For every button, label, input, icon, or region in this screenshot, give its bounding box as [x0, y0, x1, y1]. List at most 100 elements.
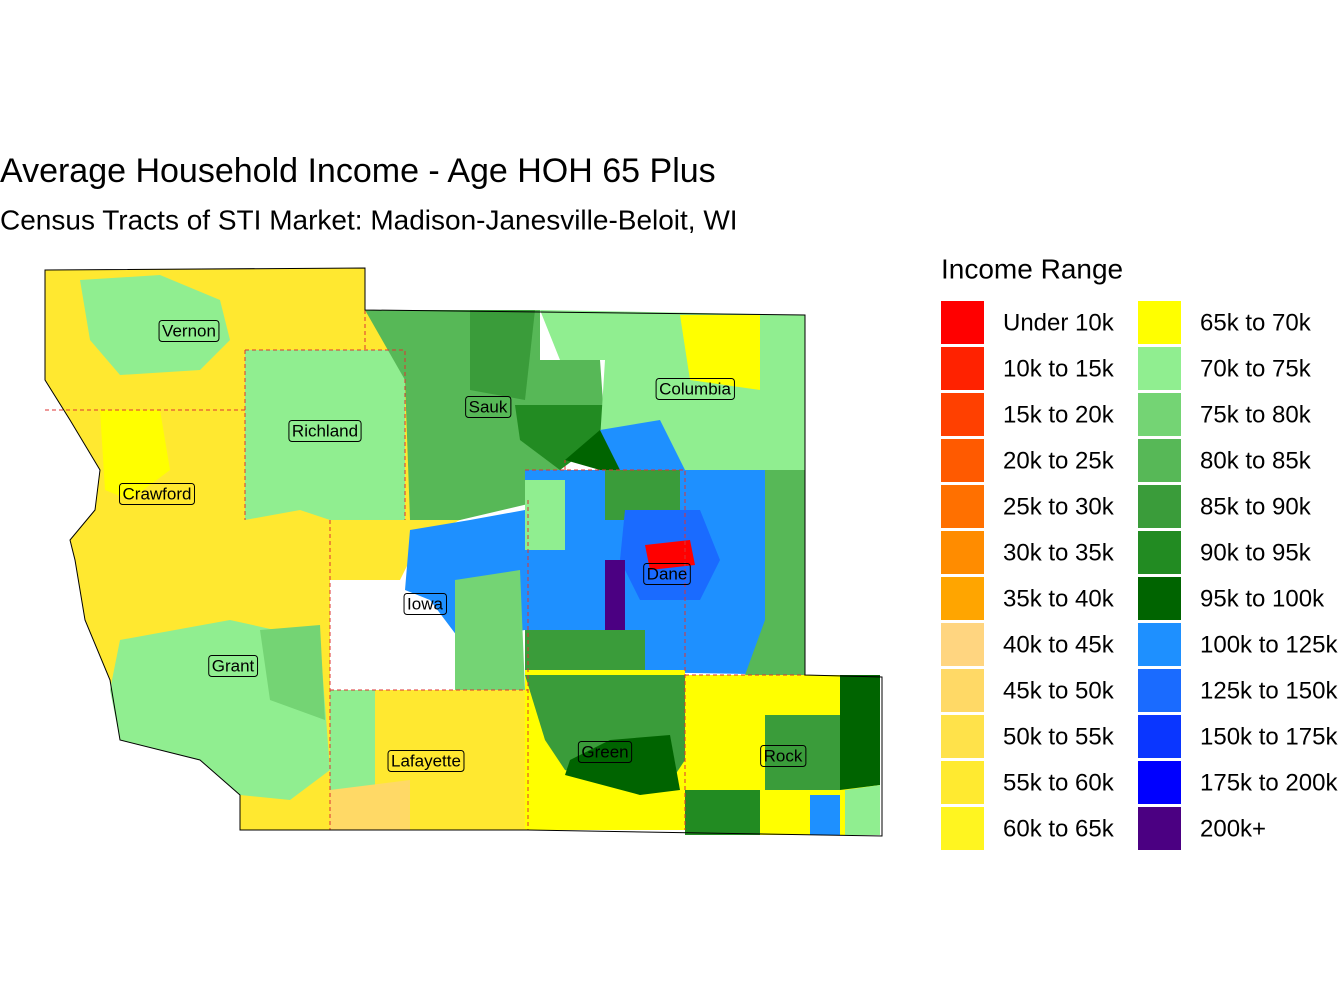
legend-swatch: [1138, 301, 1181, 344]
legend-swatch: [941, 393, 984, 436]
legend-swatch: [1138, 807, 1181, 850]
region: [680, 315, 760, 390]
legend-label: 45k to 50k: [1003, 677, 1115, 704]
legend-label: 20k to 25k: [1003, 447, 1115, 474]
county-label: Columbia: [659, 379, 731, 398]
legend-title: Income Range: [941, 253, 1123, 284]
region: [605, 470, 680, 520]
region: [525, 630, 645, 670]
title: Average Household Income - Age HOH 65 Pl…: [0, 152, 716, 190]
legend-label: 30k to 35k: [1003, 539, 1115, 566]
county-label: Dane: [647, 564, 688, 583]
region: [515, 405, 605, 470]
region: [330, 780, 410, 830]
legend-swatch: [941, 761, 984, 804]
legend-label: 95k to 100k: [1200, 585, 1325, 612]
county-label: Richland: [292, 421, 358, 440]
legend-swatch: [941, 531, 984, 574]
region: [810, 795, 840, 835]
legend-swatch: [1138, 761, 1181, 804]
county-label-box: [403, 592, 447, 615]
legend-swatch: [1138, 485, 1181, 528]
legend-label: 40k to 45k: [1003, 631, 1115, 658]
county-label: Vernon: [162, 321, 216, 340]
region: [260, 625, 325, 720]
county-label: Lafayette: [391, 751, 461, 770]
region: [765, 715, 840, 790]
legend-label: 60k to 65k: [1003, 815, 1115, 842]
county-label-box: [643, 562, 691, 585]
legend-swatch: [1138, 439, 1181, 482]
region: [565, 735, 680, 795]
legend-swatch: [1138, 393, 1181, 436]
county-label-box: [158, 319, 220, 342]
county-label-box: [387, 749, 465, 772]
county-label-box: [760, 744, 807, 767]
legend-swatch: [1138, 715, 1181, 758]
legend-label: 85k to 90k: [1200, 493, 1312, 520]
region: [605, 560, 625, 630]
legend-label: 70k to 75k: [1200, 355, 1312, 382]
county-label: Green: [581, 742, 628, 761]
legend-label: 55k to 60k: [1003, 769, 1115, 796]
region: [645, 540, 695, 570]
legend-swatch: [1138, 531, 1181, 574]
region: [685, 790, 760, 835]
legend-label: 15k to 20k: [1003, 401, 1115, 428]
county-label: Crawford: [123, 484, 192, 503]
legend-label: 35k to 40k: [1003, 585, 1115, 612]
legend-label: 90k to 95k: [1200, 539, 1312, 566]
county-label-box: [655, 377, 735, 400]
region: [245, 350, 405, 520]
county-label: Rock: [764, 746, 803, 765]
legend-swatch: [941, 577, 984, 620]
legend-swatch: [941, 347, 984, 390]
region: [600, 420, 685, 470]
region: [745, 470, 805, 675]
county-label-box: [288, 419, 362, 442]
legend-swatch: [1138, 623, 1181, 666]
county-label: Grant: [212, 656, 255, 675]
map: [44, 267, 883, 837]
legend-swatch: [1138, 347, 1181, 390]
legend-label: 75k to 80k: [1200, 401, 1312, 428]
legend-swatch: [941, 669, 984, 712]
legend-label: 80k to 85k: [1200, 447, 1312, 474]
legend-swatch: [1138, 577, 1181, 620]
legend-swatch: [941, 623, 984, 666]
region: [455, 570, 525, 690]
county-label-box: [465, 395, 512, 418]
region: [100, 410, 170, 500]
outline: [44, 267, 883, 837]
legend-swatch: [1138, 669, 1181, 712]
legend-label: 125k to 150k: [1200, 677, 1338, 704]
legend-label: 100k to 125k: [1200, 631, 1338, 658]
county-label: Iowa: [407, 594, 443, 613]
legend-label: 50k to 55k: [1003, 723, 1115, 750]
legend-swatch: [941, 301, 984, 344]
legend-label: 175k to 200k: [1200, 769, 1338, 796]
county-border: [45, 310, 806, 830]
legend-label: 10k to 15k: [1003, 355, 1115, 382]
legend-label: 25k to 30k: [1003, 493, 1115, 520]
region: [840, 675, 880, 790]
county-label: Sauk: [469, 397, 508, 416]
legend-swatch: [941, 439, 984, 482]
legend-swatch: [941, 807, 984, 850]
region: [845, 785, 880, 835]
region: [470, 310, 535, 400]
region: [80, 275, 230, 375]
legend-swatch: [941, 715, 984, 758]
legend-label: 65k to 70k: [1200, 309, 1312, 336]
legend-label: Under 10k: [1003, 309, 1115, 336]
legend-swatch: [941, 485, 984, 528]
county-label-box: [208, 654, 259, 677]
subtitle: Census Tracts of STI Market: Madison-Jan…: [0, 204, 738, 235]
legend-label: 200k+: [1200, 815, 1266, 842]
region: [525, 480, 565, 550]
county-label-box: [577, 740, 633, 763]
region: [365, 310, 605, 520]
legend-label: 150k to 175k: [1200, 723, 1338, 750]
county-label-box: [119, 482, 195, 505]
